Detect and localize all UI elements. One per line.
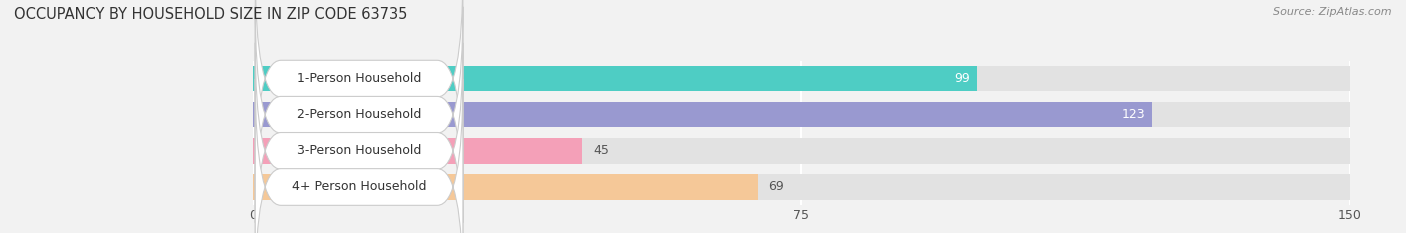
Bar [253,102,1153,127]
Text: 1-Person Household: 1-Person Household [297,72,422,85]
Bar [253,138,1350,164]
Text: 69: 69 [769,181,785,193]
Text: Source: ZipAtlas.com: Source: ZipAtlas.com [1274,7,1392,17]
Bar [253,66,1350,91]
Text: 2-Person Household: 2-Person Household [297,108,422,121]
Text: 4+ Person Household: 4+ Person Household [292,181,426,193]
FancyBboxPatch shape [256,0,463,187]
Text: 45: 45 [593,144,609,157]
Bar [253,174,758,200]
Text: 3-Person Household: 3-Person Household [297,144,422,157]
Text: 99: 99 [953,72,970,85]
FancyBboxPatch shape [256,7,463,223]
Text: 123: 123 [1122,108,1144,121]
Text: OCCUPANCY BY HOUSEHOLD SIZE IN ZIP CODE 63735: OCCUPANCY BY HOUSEHOLD SIZE IN ZIP CODE … [14,7,408,22]
FancyBboxPatch shape [256,79,463,233]
Bar [253,102,1350,127]
FancyBboxPatch shape [256,43,463,233]
Bar [253,66,977,91]
Bar [253,174,1350,200]
Bar [253,138,582,164]
